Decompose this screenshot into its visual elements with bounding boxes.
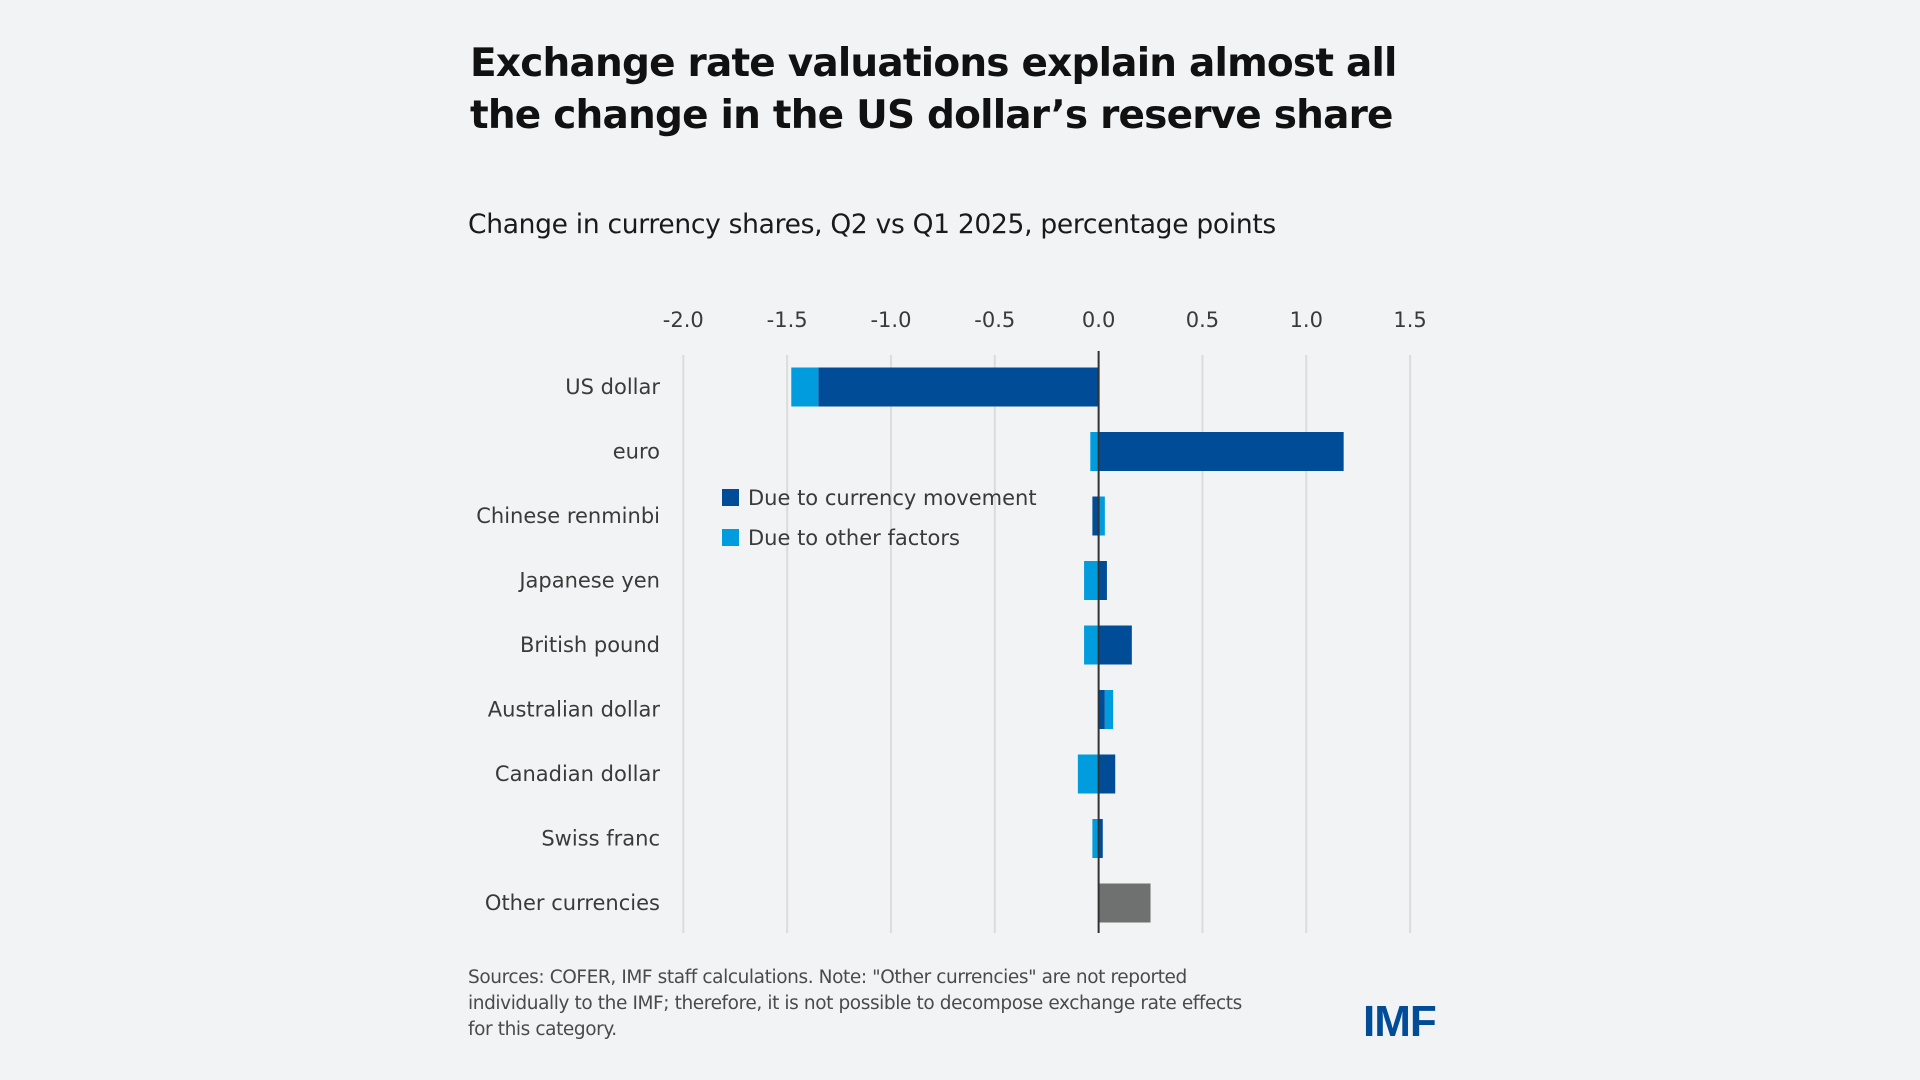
category-label: Other currencies bbox=[485, 891, 660, 915]
legend-swatch bbox=[722, 529, 739, 546]
x-tick-label: -1.0 bbox=[870, 308, 911, 332]
bar-due-to-other-factors bbox=[791, 367, 819, 407]
bar-due-to-currency-movement bbox=[1098, 690, 1105, 729]
bar-due-to-other-factors bbox=[1090, 432, 1099, 471]
legend: Due to currency movement Due to other fac… bbox=[722, 486, 1037, 550]
category-label: Australian dollar bbox=[488, 698, 661, 722]
x-tick-label: 0.5 bbox=[1186, 308, 1219, 332]
x-tick-label: -1.5 bbox=[767, 308, 808, 332]
category-label: British pound bbox=[520, 633, 660, 657]
imf-logo: IMF bbox=[1363, 997, 1437, 1046]
category-label: euro bbox=[613, 440, 660, 464]
category-label: Canadian dollar bbox=[495, 762, 660, 786]
legend-label: Due to currency movement bbox=[748, 486, 1037, 510]
bar-due-to-currency-movement bbox=[818, 367, 1099, 407]
x-tick-label: 1.0 bbox=[1290, 308, 1323, 332]
bar-due-to-currency-movement bbox=[1098, 754, 1116, 794]
bar-due-to-other-factors bbox=[1098, 496, 1105, 536]
x-tick-label: 1.5 bbox=[1393, 308, 1426, 332]
bar-due-to-other-factors bbox=[1084, 625, 1099, 665]
category-label: US dollar bbox=[565, 375, 660, 399]
category-labels: US dollar euro Chinese renminbi Japanese ye… bbox=[476, 375, 660, 915]
x-tick-label: -2.0 bbox=[663, 308, 704, 332]
bar-due-to-currency-movement bbox=[1098, 432, 1344, 471]
x-tick-label: -0.5 bbox=[974, 308, 1015, 332]
bar-due-to-other-factors bbox=[1077, 754, 1099, 794]
source-note: Sources: COFER, IMF staff calculations. … bbox=[468, 967, 1242, 1040]
chart-subtitle: Change in currency shares, Q2 vs Q1 2025… bbox=[468, 209, 1276, 240]
category-label: Swiss franc bbox=[541, 827, 660, 851]
bar-due-to-currency-movement bbox=[1098, 819, 1103, 858]
legend-label: Due to other factors bbox=[748, 526, 960, 550]
legend-swatch bbox=[722, 489, 739, 506]
chart-title: Exchange rate valuations explain almost … bbox=[470, 41, 1397, 138]
category-label: Japanese yen bbox=[517, 569, 660, 593]
bar-due-to-currency-movement bbox=[1092, 496, 1099, 536]
bar-other-currencies-total bbox=[1098, 883, 1151, 923]
bar-due-to-other-factors bbox=[1092, 819, 1099, 858]
bars bbox=[791, 367, 1344, 923]
bar-due-to-currency-movement bbox=[1098, 561, 1107, 600]
bar-due-to-currency-movement bbox=[1098, 625, 1132, 665]
x-axis-ticks: -2.0 -1.5 -1.0 -0.5 0.0 0.5 1.0 1.5 bbox=[663, 308, 1427, 332]
category-label: Chinese renminbi bbox=[476, 504, 660, 528]
bar-due-to-other-factors bbox=[1104, 690, 1114, 729]
bar-due-to-other-factors bbox=[1084, 561, 1099, 600]
x-tick-label: 0.0 bbox=[1082, 308, 1115, 332]
